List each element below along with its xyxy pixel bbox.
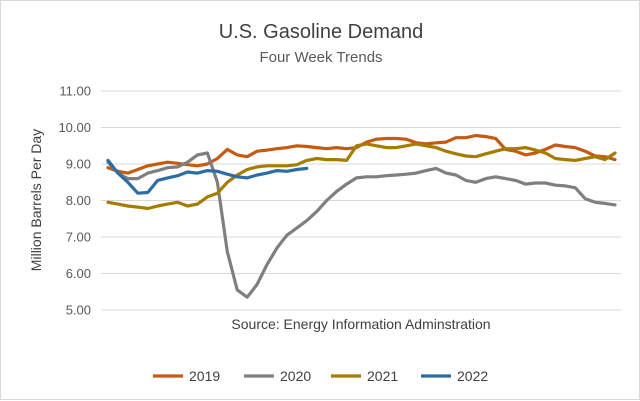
series-lines	[106, 133, 617, 299]
legend-label-2019: 2019	[189, 368, 220, 384]
source-annotation: Source: Energy Information Adminstration	[231, 316, 490, 332]
y-tick-label: 9.00	[66, 157, 91, 172]
gridlines	[101, 90, 621, 311]
series-line-2020	[106, 151, 617, 299]
legend-label-2022: 2022	[457, 368, 488, 384]
chart-title: U.S. Gasoline Demand	[219, 21, 424, 43]
series-line-2021	[106, 142, 617, 211]
y-axis-ticks: 5.00 6.00 7.00 8.00 9.00 10.00 11.00	[58, 84, 91, 318]
y-tick-label: 10.00	[58, 120, 91, 135]
legend: 2019 2020 2021 2022	[153, 368, 488, 384]
series-line-2022	[106, 158, 309, 195]
y-tick-label: 8.00	[66, 193, 91, 208]
legend-label-2021: 2021	[367, 368, 398, 384]
y-tick-label: 7.00	[66, 230, 91, 245]
y-tick-label: 6.00	[66, 266, 91, 281]
y-tick-label: 11.00	[59, 84, 91, 99]
y-tick-label: 5.00	[66, 303, 91, 318]
chart-subtitle: Four Week Trends	[259, 49, 382, 66]
legend-label-2020: 2020	[280, 368, 311, 384]
series-line-2019	[106, 133, 617, 175]
y-axis-label: Million Barrels Per Day	[28, 129, 44, 271]
